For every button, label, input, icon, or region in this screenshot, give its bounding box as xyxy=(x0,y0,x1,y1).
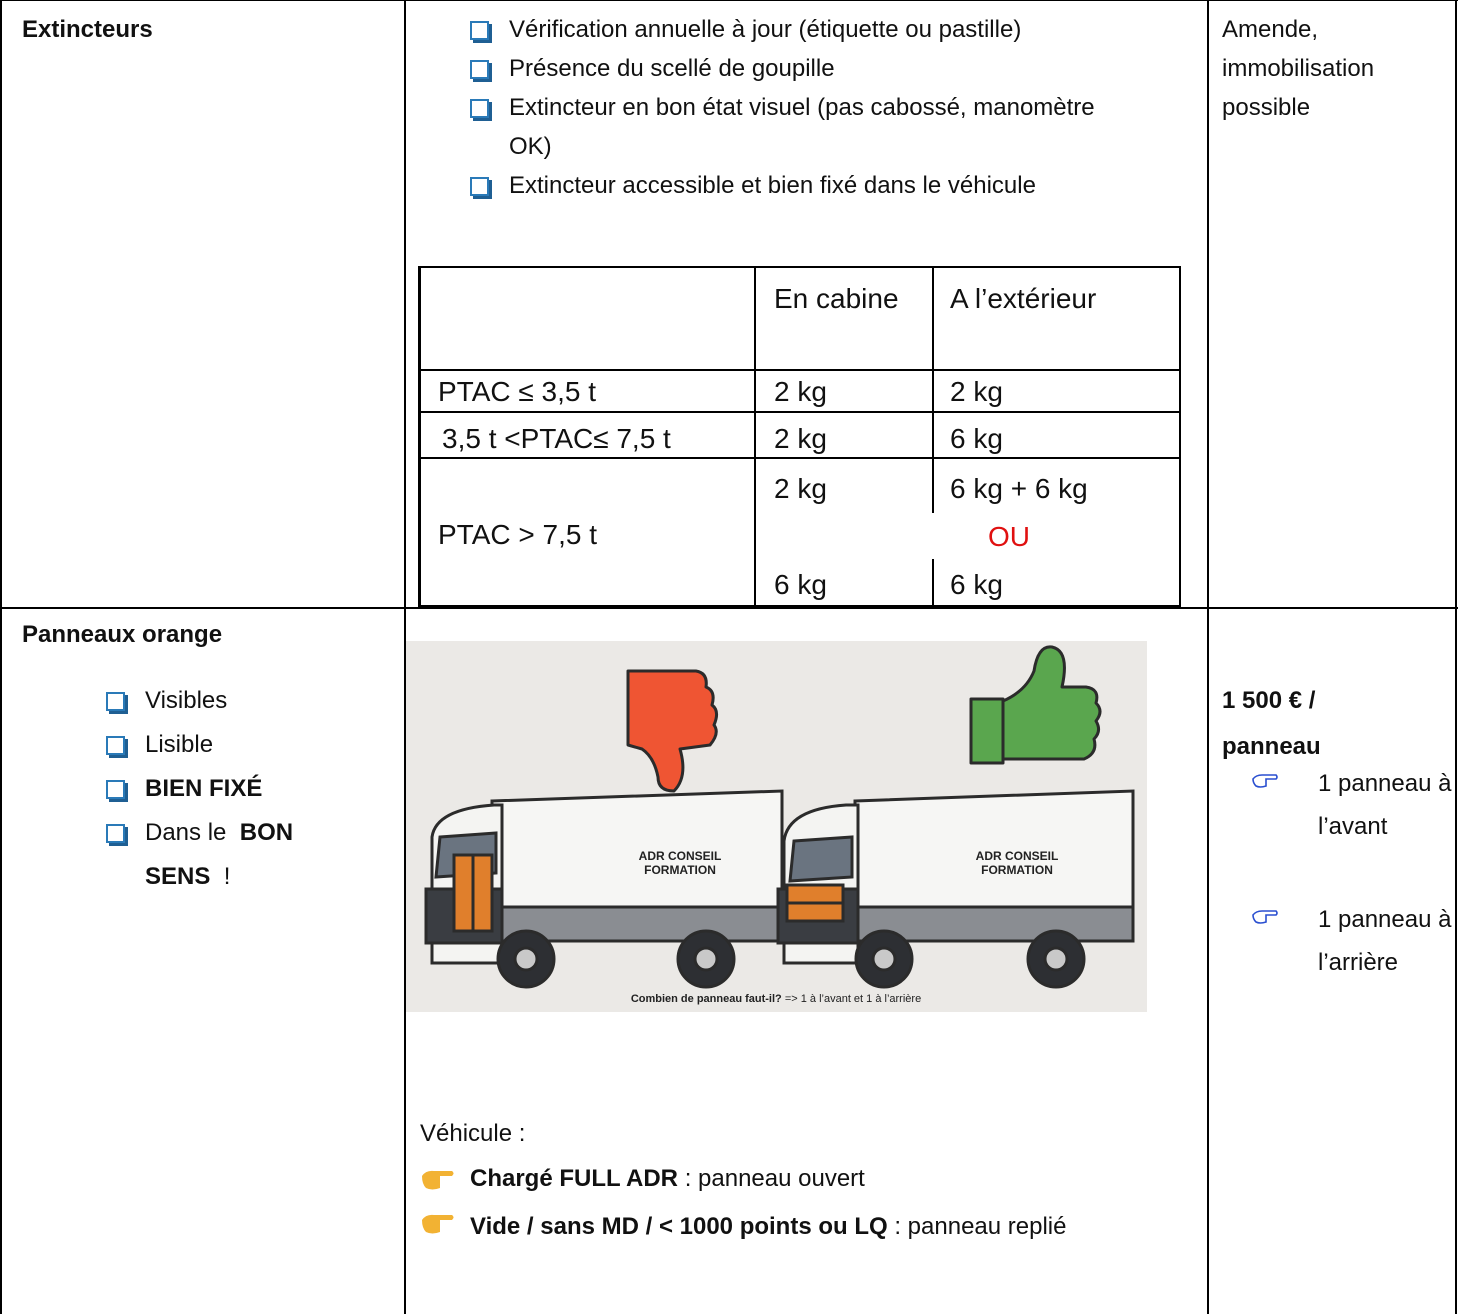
separator: OU xyxy=(988,521,1030,552)
check-text: Extincteur en bon état visuel (pas cabos… xyxy=(509,94,1095,160)
sanction-item: 1 panneau à l’avant xyxy=(1318,770,1452,840)
weights-table: En cabine A l’extérieur PTAC ≤ 3,5 t 2 k… xyxy=(418,266,1181,608)
column-header: En cabine xyxy=(774,283,899,314)
vehicle-line: Chargé FULL ADR : panneau ouvert xyxy=(470,1159,1170,1198)
text-segment: Dans le xyxy=(145,819,227,846)
border xyxy=(0,0,1458,1)
check-item: Extincteur en bon état visuel (pas cabos… xyxy=(470,88,1132,166)
check-text: Lisible xyxy=(145,731,214,758)
caption: Combien de panneau faut-il? => 1 à l’ava… xyxy=(631,993,921,1005)
border xyxy=(1455,0,1457,1314)
check-text: Vérification annuelle à jour (étiquette … xyxy=(509,16,1022,43)
text-segment: BON SENS xyxy=(145,819,294,890)
checklist: Vérification annuelle à jour (étiquette … xyxy=(470,10,1202,205)
checkbox xyxy=(470,99,489,118)
pointing-hand-icon xyxy=(422,1170,454,1190)
border xyxy=(932,459,934,513)
border xyxy=(1179,266,1181,608)
check-item: Dans le BON SENS ! xyxy=(106,811,338,899)
truck-label: FORMATION xyxy=(981,863,1053,877)
checkbox xyxy=(470,21,489,40)
border xyxy=(0,0,2,1314)
row-label: PTAC > 7,5 t xyxy=(438,519,597,550)
sanction-item: 1 panneau à l’arrière xyxy=(1318,906,1452,976)
border xyxy=(1207,0,1209,1314)
checkbox xyxy=(106,780,125,799)
thumb-up xyxy=(969,645,1102,765)
cell: 6 kg + 6 kg xyxy=(950,473,1088,504)
caption-answer: => 1 à l’avant et 1 à l’arrière xyxy=(785,993,921,1005)
text-segment: ! xyxy=(223,863,231,890)
truck-label: FORMATION xyxy=(644,863,716,877)
text-segment: Chargé FULL ADR xyxy=(470,1165,679,1192)
border xyxy=(754,266,756,608)
border xyxy=(418,605,1181,608)
checklist: Visibles Lisible BIEN FIXÉ Dans le BON S… xyxy=(106,679,338,899)
cell: 2 kg xyxy=(950,376,1003,407)
vehicle-line: Vide / sans MD / < 1000 points ou LQ : p… xyxy=(420,1204,1160,1249)
check-item: Lisible xyxy=(106,723,338,767)
truck-label: ADR CONSEIL xyxy=(976,849,1059,863)
pointing-hand-icon xyxy=(422,1214,454,1234)
check-text: Présence du scellé de goupille xyxy=(509,55,835,82)
check-item: Extincteur accessible et bien fixé dans … xyxy=(470,166,1092,205)
checkbox xyxy=(470,60,489,79)
checkbox xyxy=(106,736,125,755)
check-text: Dans le BON SENS ! xyxy=(145,811,338,899)
check-text: BIEN FIXÉ xyxy=(145,775,263,802)
text-segment: : panneau ouvert xyxy=(684,1165,865,1192)
checkbox xyxy=(106,824,125,843)
border xyxy=(418,369,1181,371)
vehicle-label: Véhicule : xyxy=(420,1120,526,1147)
cell: 2 kg xyxy=(774,376,827,407)
bullet-icon xyxy=(1252,774,1278,788)
thumb-down xyxy=(626,669,719,793)
check-item: Vérification annuelle à jour (étiquette … xyxy=(470,10,1202,49)
row-label: 3,5 t <PTAC≤ 7,5 t xyxy=(442,423,671,454)
truck-label: ADR CONSEIL xyxy=(639,849,722,863)
check-item: Présence du scellé de goupille xyxy=(470,49,1202,88)
illustration: ADR CONSEIL FORMATION ADR CONSEIL FORMAT… xyxy=(406,641,1147,1012)
sanction: Amende, immobilisation possible xyxy=(1222,16,1375,121)
column-header: A l’extérieur xyxy=(950,283,1097,314)
truck xyxy=(424,789,784,989)
text-segment: Vide / sans MD / < 1000 points ou LQ xyxy=(470,1213,888,1240)
check-item: Visibles xyxy=(106,679,338,723)
check-text: Extincteur accessible et bien fixé dans … xyxy=(509,172,1036,199)
caption-question: Combien de panneau faut-il? xyxy=(631,993,782,1005)
check-item: BIEN FIXÉ xyxy=(106,767,338,811)
text-segment: : panneau replié xyxy=(894,1213,1067,1240)
cell: 6 kg xyxy=(950,423,1003,454)
cell: 6 kg xyxy=(950,569,1003,600)
truck xyxy=(776,789,1135,989)
border xyxy=(932,559,934,605)
topic: Extincteurs xyxy=(22,16,153,43)
border xyxy=(418,266,421,608)
check-text: Visibles xyxy=(145,687,228,714)
border xyxy=(0,607,1458,609)
border xyxy=(404,0,406,1314)
row-label: PTAC ≤ 3,5 t xyxy=(438,376,597,407)
topic: Panneaux orange xyxy=(22,621,223,648)
checkbox xyxy=(106,692,125,711)
sanction: 1 500 € / panneau xyxy=(1222,687,1321,760)
cell: 2 kg xyxy=(774,423,827,454)
border xyxy=(418,457,1181,459)
checkbox xyxy=(470,177,489,196)
border xyxy=(418,266,1181,268)
border xyxy=(932,266,934,459)
cell: 6 kg xyxy=(774,569,827,600)
bullet-icon xyxy=(1252,910,1278,924)
border xyxy=(418,411,1181,413)
cell: 2 kg xyxy=(774,473,827,504)
